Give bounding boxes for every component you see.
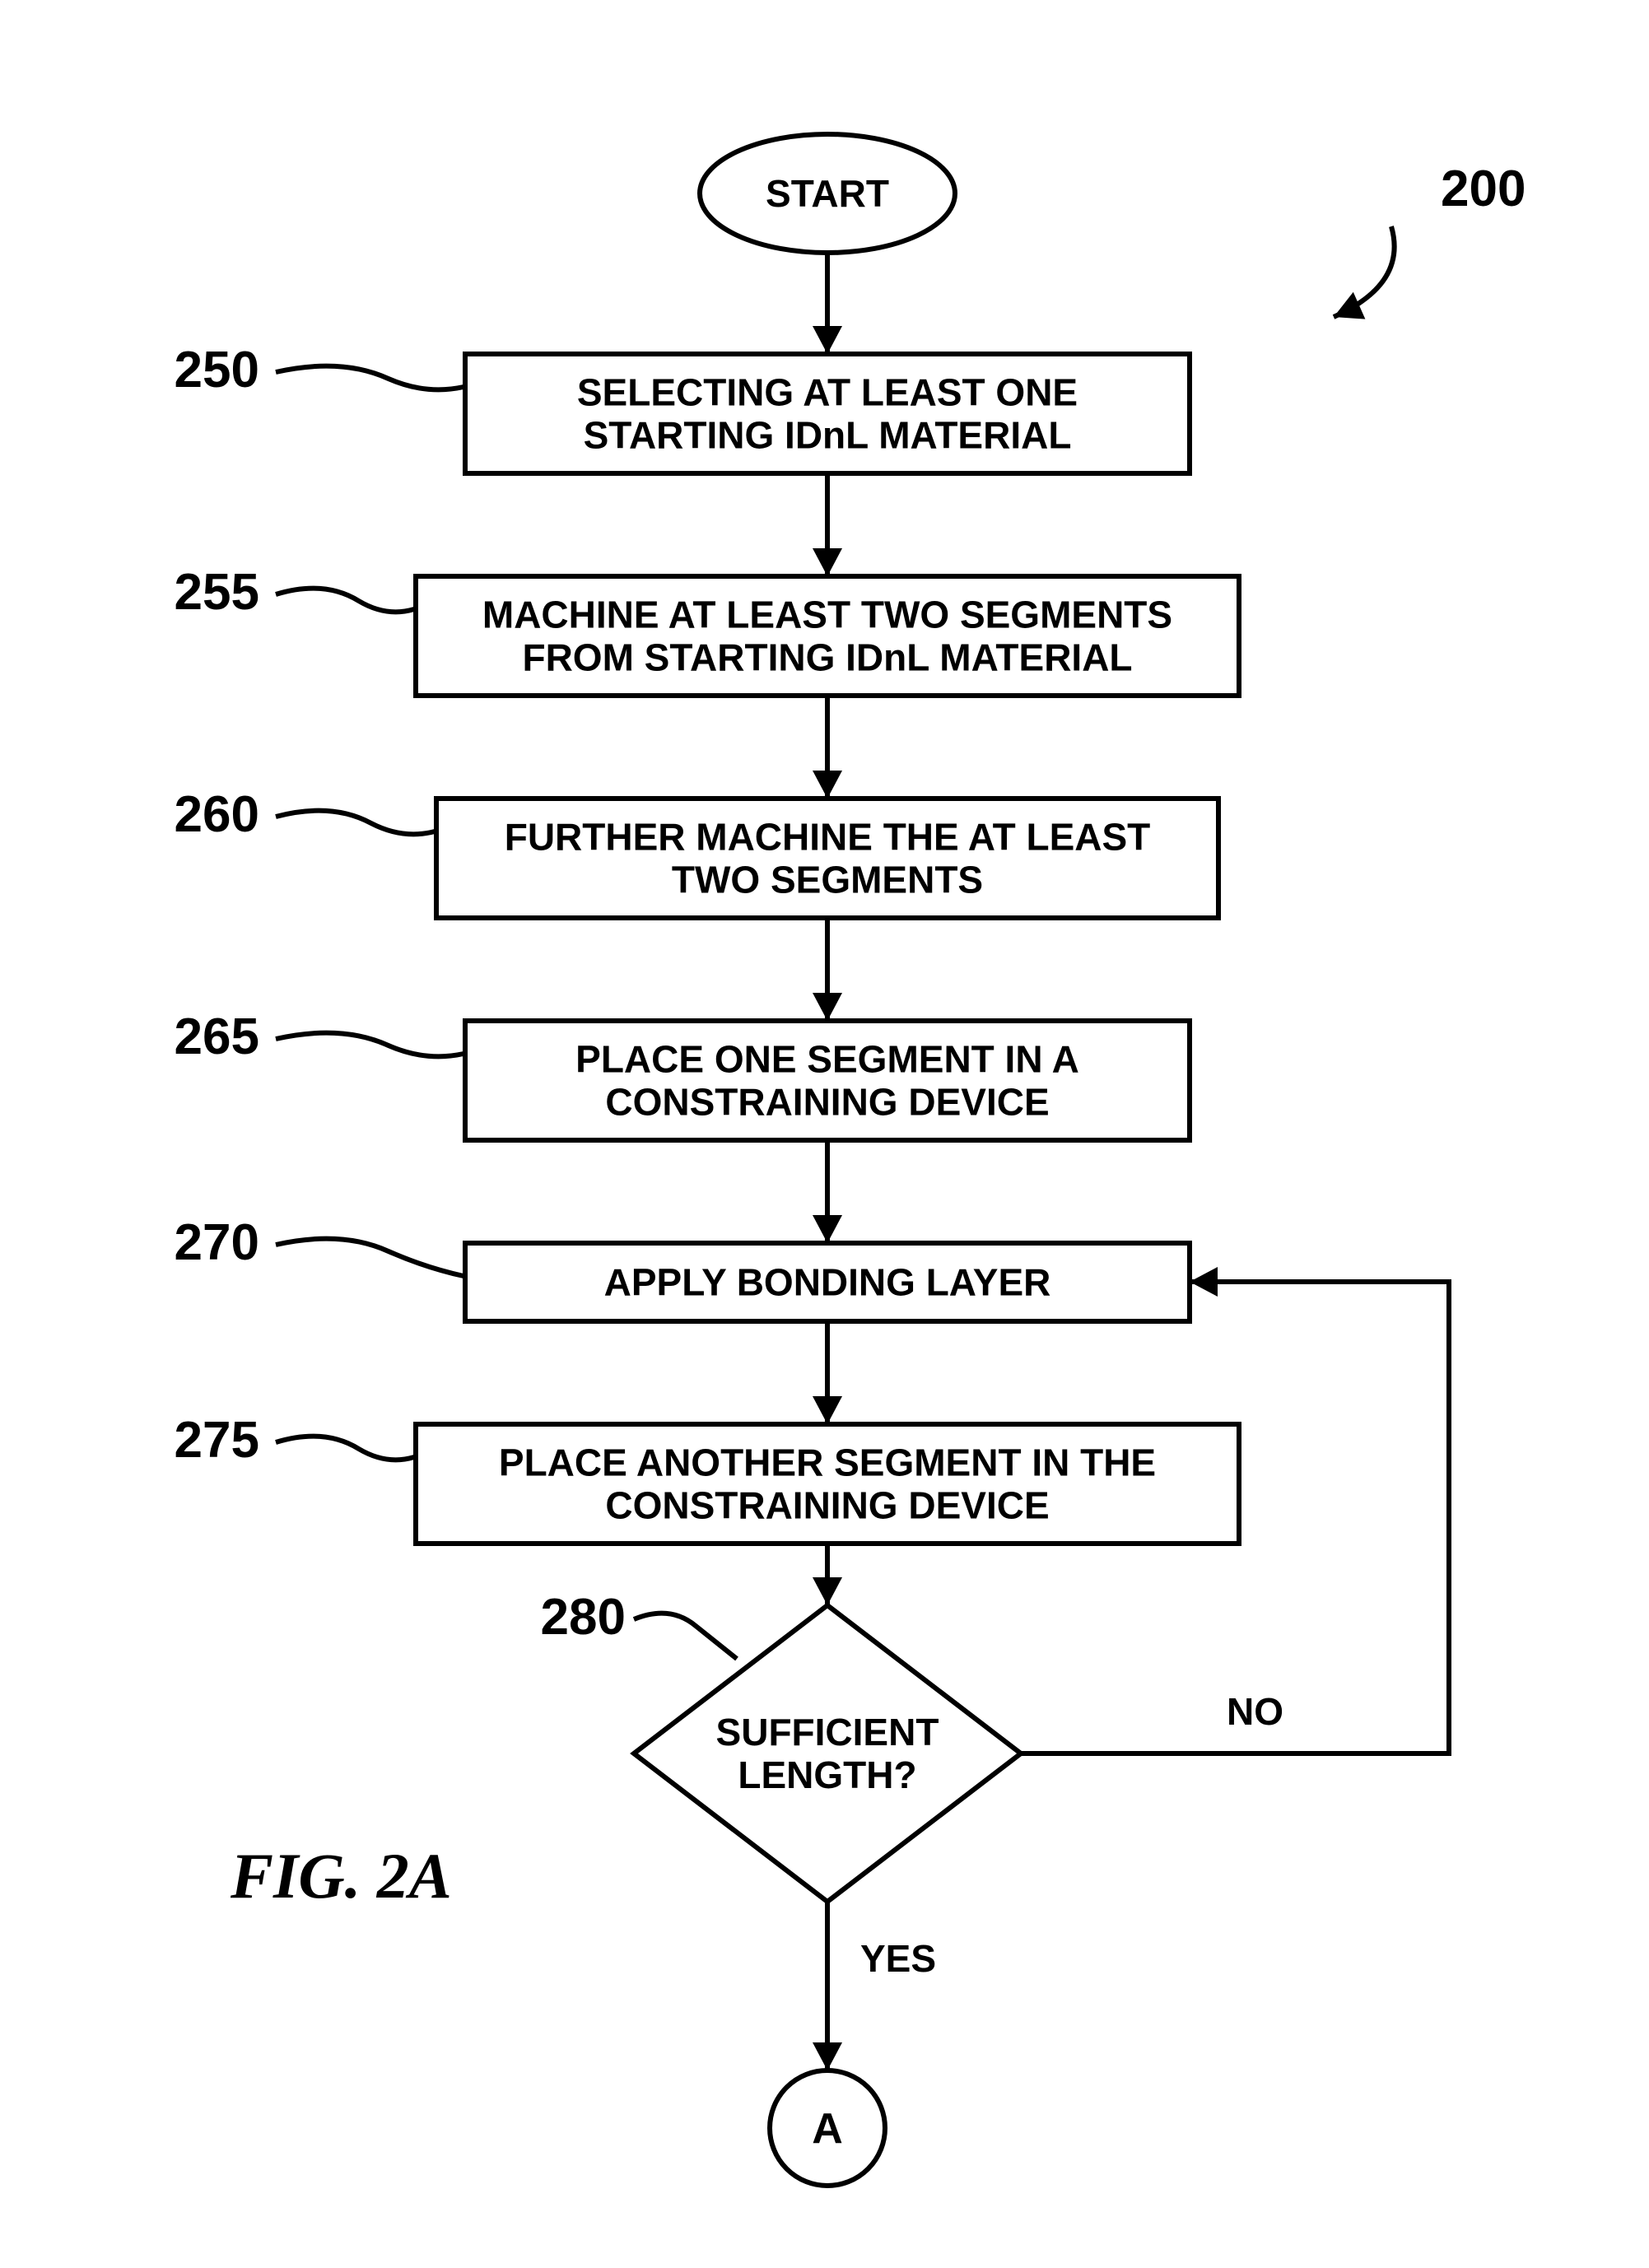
svg-text:PLACE ONE SEGMENT IN A: PLACE ONE SEGMENT IN A <box>575 1038 1079 1081</box>
svg-text:280: 280 <box>541 1589 626 1646</box>
svg-text:270: 270 <box>175 1214 259 1271</box>
svg-text:260: 260 <box>175 786 259 843</box>
svg-text:CONSTRAINING DEVICE: CONSTRAINING DEVICE <box>605 1081 1049 1124</box>
svg-text:255: 255 <box>175 564 259 621</box>
svg-text:APPLY BONDING LAYER: APPLY BONDING LAYER <box>604 1261 1051 1304</box>
svg-text:A: A <box>812 2105 843 2153</box>
svg-text:TWO SEGMENTS: TWO SEGMENTS <box>672 859 983 901</box>
svg-text:FURTHER MACHINE THE AT LEAST: FURTHER MACHINE THE AT LEAST <box>505 816 1151 859</box>
svg-text:LENGTH?: LENGTH? <box>738 1753 916 1796</box>
svg-text:200: 200 <box>1441 161 1526 217</box>
svg-text:NO: NO <box>1227 1690 1283 1733</box>
svg-text:FIG. 2A: FIG. 2A <box>230 1840 452 1912</box>
svg-text:FROM STARTING IDnL MATERIAL: FROM STARTING IDnL MATERIAL <box>522 636 1132 679</box>
svg-text:START: START <box>766 172 889 215</box>
svg-text:SUFFICIENT: SUFFICIENT <box>716 1711 939 1753</box>
svg-text:PLACE ANOTHER SEGMENT IN THE: PLACE ANOTHER SEGMENT IN THE <box>499 1441 1156 1484</box>
svg-text:STARTING IDnL MATERIAL: STARTING IDnL MATERIAL <box>584 414 1072 457</box>
svg-text:275: 275 <box>175 1412 259 1469</box>
svg-text:265: 265 <box>175 1008 259 1065</box>
flowchart-canvas: NO YES START SELECTING AT LEAST ONESTARTING… <box>0 0 1649 2268</box>
svg-text:SELECTING AT LEAST ONE: SELECTING AT LEAST ONE <box>577 371 1078 414</box>
svg-text:MACHINE AT LEAST TWO SEGMENTS: MACHINE AT LEAST TWO SEGMENTS <box>482 594 1172 636</box>
svg-text:250: 250 <box>175 342 259 398</box>
svg-text:CONSTRAINING DEVICE: CONSTRAINING DEVICE <box>605 1484 1049 1527</box>
svg-text:YES: YES <box>860 1937 936 1980</box>
